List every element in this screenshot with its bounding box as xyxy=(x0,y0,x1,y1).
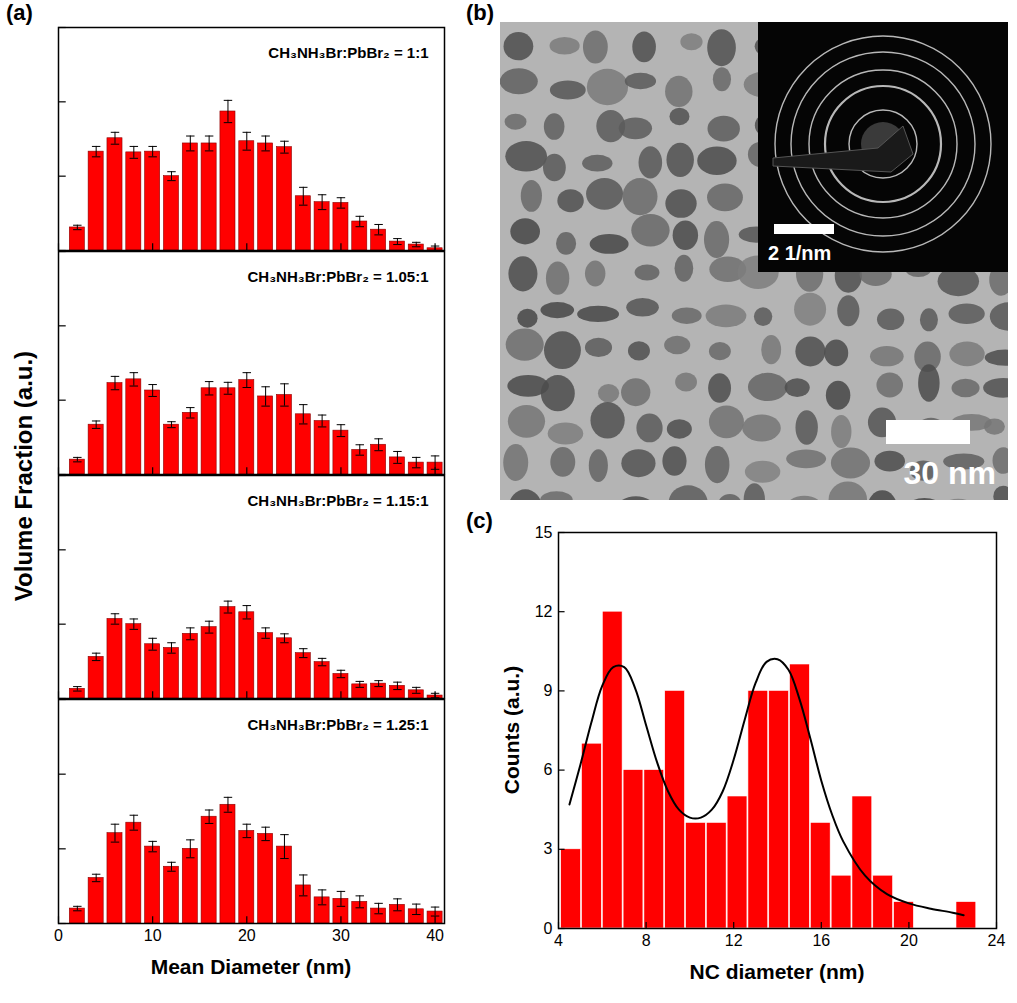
html-text:Mean Diameter (nm): Mean Diameter (nm) xyxy=(150,955,352,978)
html-text:(c): (c) xyxy=(466,508,493,533)
svg-text:0: 0 xyxy=(54,927,63,944)
svg-text:8: 8 xyxy=(642,932,651,949)
svg-text:16: 16 xyxy=(812,932,830,949)
svg-text:0: 0 xyxy=(544,920,553,937)
svg-text:30 nm: 30 nm xyxy=(904,455,996,491)
svg-text:6: 6 xyxy=(544,761,553,778)
svg-text:20: 20 xyxy=(900,932,918,949)
html-text:Volume Fraction (a.u.): Volume Fraction (a.u.) xyxy=(10,350,37,602)
svg-text:20: 20 xyxy=(238,927,256,944)
svg-text:3: 3 xyxy=(544,840,553,857)
html-text:(a): (a) xyxy=(6,0,33,25)
svg-text:15: 15 xyxy=(535,524,553,541)
svg-text:CH₃NH₃Br:PbBr₂ = 1.15:1: CH₃NH₃Br:PbBr₂ = 1.15:1 xyxy=(248,492,429,509)
svg-text:24: 24 xyxy=(988,932,1006,949)
svg-text:12: 12 xyxy=(535,603,553,620)
html-text:Counts (a.u.): Counts (a.u.) xyxy=(500,665,523,795)
html-text:(b): (b) xyxy=(466,0,495,25)
svg-text:12: 12 xyxy=(725,932,743,949)
svg-text:CH₃NH₃Br:PbBr₂ = 1.05:1: CH₃NH₃Br:PbBr₂ = 1.05:1 xyxy=(248,268,429,285)
svg-text:CH₃NH₃Br:PbBr₂ = 1:1: CH₃NH₃Br:PbBr₂ = 1:1 xyxy=(268,44,428,61)
svg-text:4: 4 xyxy=(554,932,563,949)
svg-text:40: 40 xyxy=(426,927,444,944)
svg-text:CH₃NH₃Br:PbBr₂ = 1.25:1: CH₃NH₃Br:PbBr₂ = 1.25:1 xyxy=(248,716,429,733)
svg-text:30: 30 xyxy=(332,927,350,944)
svg-text:2 1/nm: 2 1/nm xyxy=(768,242,831,264)
html-text:NC diameter (nm): NC diameter (nm) xyxy=(689,960,865,983)
svg-text:10: 10 xyxy=(144,927,162,944)
svg-text:9: 9 xyxy=(544,682,553,699)
